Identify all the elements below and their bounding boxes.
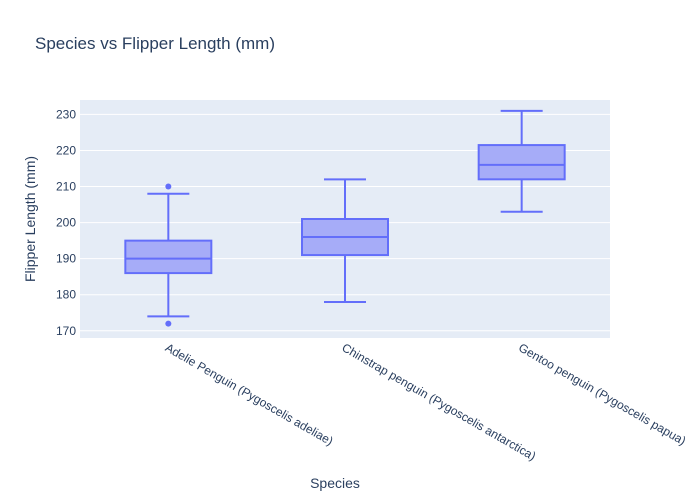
y-tick-210: 210 [56, 180, 76, 194]
x-tick-labels: Adelie Penguin (Pygoscelis adeliae) Chins… [163, 340, 689, 463]
box-3 [477, 109, 566, 213]
x-tick-2: Chinstrap penguin (Pygoscelis antarctica… [340, 340, 539, 463]
outlier-point [165, 320, 172, 327]
box-iqr [477, 144, 566, 181]
y-tick-labels: 170 180 190 200 210 220 230 [56, 107, 76, 337]
y-tick-230: 230 [56, 107, 76, 121]
y-tick-200: 200 [56, 216, 76, 230]
y-tick-170: 170 [56, 324, 76, 338]
chart-title: Species vs Flipper Length (mm) [35, 34, 275, 53]
x-axis-title: Species [310, 475, 360, 491]
x-tick-1: Adelie Penguin (Pygoscelis adeliae) [163, 340, 336, 448]
y-tick-180: 180 [56, 288, 76, 302]
x-tick-3: Gentoo penguin (Pygoscelis papua) [516, 340, 688, 448]
y-axis-title: Flipper Length (mm) [22, 156, 38, 282]
y-tick-220: 220 [56, 143, 76, 157]
box-1 [124, 183, 213, 327]
y-tick-190: 190 [56, 252, 76, 266]
outlier-point [165, 183, 172, 190]
box-iqr [124, 239, 213, 275]
box-2 [301, 178, 389, 303]
boxes [124, 109, 566, 327]
